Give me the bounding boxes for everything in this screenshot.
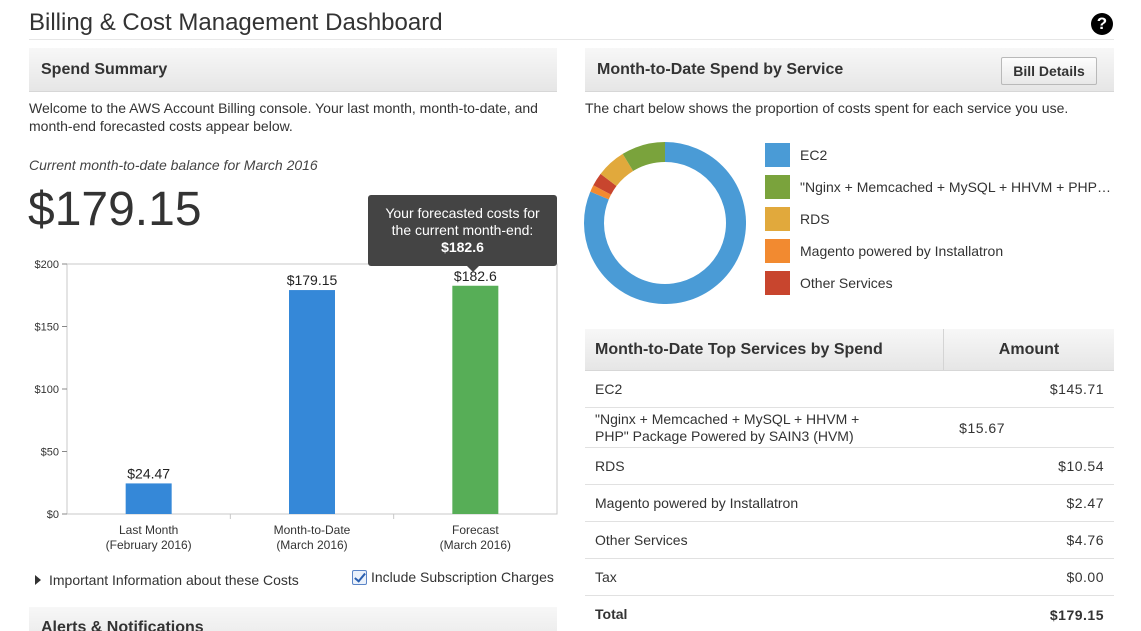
service-name: RDS (595, 457, 625, 474)
bar-value-label: $24.47 (127, 465, 170, 481)
service-amount: $145.71 (1049, 381, 1104, 397)
legend-label: EC2 (800, 147, 828, 163)
balance-caption: Current month-to-date balance for March … (29, 157, 318, 173)
donut-slice[interactable] (593, 173, 617, 195)
bar-value-label: $179.15 (287, 272, 338, 288)
table-row: EC2 $145.71 (585, 371, 1114, 408)
y-tick-label: $150 (35, 322, 59, 334)
bill-details-button[interactable]: Bill Details (1001, 57, 1097, 85)
legend-label: Magento powered by Installatron (800, 243, 1004, 259)
service-name: "Nginx + Memcached + MySQL + HHVM + PHP"… (595, 410, 860, 444)
legend-swatch (765, 207, 790, 231)
legend-item-nginx-package: "Nginx + Memcached + MySQL + HHVM + PHP"… (765, 175, 1114, 199)
service-name: EC2 (595, 380, 623, 397)
total-amount: $179.15 (1049, 606, 1104, 623)
donut-slice[interactable] (584, 142, 746, 304)
table-row: "Nginx + Memcached + MySQL + HHVM + PHP"… (585, 408, 1114, 448)
important-info-label: Important Information about these Costs (49, 572, 299, 588)
page-title: Billing & Cost Management Dashboard (29, 9, 443, 36)
column-header-service: Month-to-Date Top Services by Spend (585, 329, 944, 370)
legend-item-ec2: EC2 (765, 143, 1114, 167)
service-name: Other Services (595, 531, 688, 548)
include-subscription-checkbox[interactable]: Include Subscription Charges (352, 569, 554, 585)
donut-legend: EC2 "Nginx + Memcached + MySQL + HHVM + … (765, 143, 1114, 303)
bar[interactable] (452, 285, 499, 514)
table-row: Magento powered by Installatron $2.47 (585, 485, 1114, 522)
bar[interactable] (125, 483, 172, 514)
legend-label: RDS (800, 211, 830, 227)
alerts-notifications-header: Alerts & Notifications (29, 607, 557, 631)
tooltip-value: $182.6 (441, 239, 484, 255)
legend-item-other-services: Other Services (765, 271, 1114, 295)
table-row: Other Services $4.76 (585, 522, 1114, 559)
spend-summary-header: Spend Summary (29, 48, 557, 92)
balance-amount: $179.15 (28, 183, 202, 236)
tooltip-arrow (466, 265, 480, 272)
service-donut-chart (584, 142, 746, 304)
service-amount: $4.76 (1066, 532, 1104, 548)
legend-item-magento: Magento powered by Installatron (765, 239, 1114, 263)
x-category-label: Forecast (452, 523, 499, 537)
service-amount: $10.54 (1058, 458, 1104, 474)
help-icon[interactable]: ? (1091, 13, 1113, 35)
caret-right-icon (35, 575, 41, 586)
y-tick-label: $100 (35, 384, 59, 396)
y-tick-label: $200 (35, 259, 59, 271)
forecast-tooltip: Your forecasted costs for the current mo… (368, 195, 557, 266)
y-tick-label: $50 (41, 447, 59, 459)
important-info-toggle[interactable]: Important Information about these Costs (35, 572, 299, 588)
x-category-label: (February 2016) (106, 538, 192, 552)
table-row: Tax $0.00 (585, 559, 1114, 596)
table-row: RDS $10.54 (585, 448, 1114, 485)
y-tick-label: $0 (47, 509, 59, 521)
column-header-amount: Amount (998, 341, 1060, 358)
legend-label: "Nginx + Memcached + MySQL + HHVM + PHP"… (800, 179, 1114, 195)
donut-slice[interactable] (590, 185, 612, 200)
donut-slice[interactable] (600, 153, 634, 187)
table-total-row: Total $179.15 (585, 596, 1114, 631)
title-divider (29, 39, 1114, 40)
legend-swatch (765, 143, 790, 167)
spend-by-service-intro: The chart below shows the proportion of … (585, 100, 1069, 116)
table-header: Month-to-Date Top Services by Spend Amou… (585, 329, 1114, 371)
legend-swatch (765, 271, 790, 295)
include-subscription-label: Include Subscription Charges (371, 569, 554, 585)
top-services-table: Month-to-Date Top Services by Spend Amou… (585, 329, 1114, 631)
tooltip-line-2: the current month-end: (391, 222, 534, 238)
x-category-label: (March 2016) (440, 538, 511, 552)
service-name: Tax (595, 568, 617, 585)
service-amount: $0.00 (1066, 569, 1104, 585)
service-amount: $2.47 (1066, 495, 1104, 511)
spend-summary-intro: Welcome to the AWS Account Billing conso… (29, 100, 538, 134)
x-category-label: (March 2016) (276, 538, 347, 552)
donut-slice[interactable] (622, 142, 666, 172)
bar-value-label: $182.6 (454, 268, 497, 284)
bar[interactable] (289, 290, 335, 514)
legend-label: Other Services (800, 275, 893, 291)
service-amount: $15.67 (959, 419, 1005, 436)
x-category-label: Last Month (119, 523, 178, 537)
service-name: Magento powered by Installatron (595, 494, 799, 511)
legend-swatch (765, 239, 790, 263)
legend-item-rds: RDS (765, 207, 1114, 231)
x-category-label: Month-to-Date (274, 523, 351, 537)
tooltip-line-1: Your forecasted costs for (385, 205, 540, 221)
cost-bar-chart: $0 $50 $100 $150 $200 $24.47 Last Month(Februa… (35, 259, 558, 552)
legend-swatch (765, 175, 790, 199)
total-label: Total (595, 606, 628, 622)
checkbox-checked-icon[interactable] (352, 569, 367, 585)
